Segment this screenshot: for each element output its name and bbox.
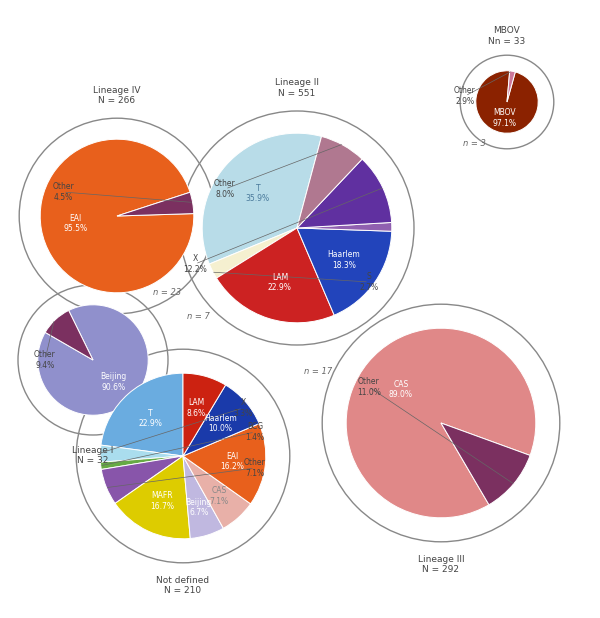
Wedge shape [100, 445, 183, 462]
Wedge shape [101, 456, 183, 504]
Text: X
3.3%: X 3.3% [233, 398, 253, 418]
Text: CAS
89.0%: CAS 89.0% [389, 380, 413, 399]
Wedge shape [100, 456, 183, 470]
Text: Other
9.4%: Other 9.4% [34, 350, 56, 370]
Wedge shape [346, 328, 536, 518]
Text: MAFR
16.7%: MAFR 16.7% [150, 491, 174, 510]
Wedge shape [202, 133, 322, 264]
Text: n = 23: n = 23 [152, 289, 181, 297]
Wedge shape [183, 373, 226, 456]
Wedge shape [101, 373, 183, 456]
Text: n = 7: n = 7 [187, 311, 209, 321]
Wedge shape [183, 456, 251, 528]
Wedge shape [217, 228, 334, 323]
Text: Beijing
6.7%: Beijing 6.7% [186, 497, 212, 517]
Text: Other
7.1%: Other 7.1% [244, 459, 266, 478]
Text: CAS
7.1%: CAS 7.1% [209, 486, 229, 506]
Wedge shape [297, 137, 362, 228]
Text: EAI
16.2%: EAI 16.2% [220, 452, 244, 471]
Text: Lineage II
N = 551: Lineage II N = 551 [275, 78, 319, 98]
Text: Lineage III
N = 292: Lineage III N = 292 [418, 555, 464, 574]
Wedge shape [507, 71, 515, 102]
Text: T
35.9%: T 35.9% [246, 184, 270, 203]
Text: EAI
95.5%: EAI 95.5% [64, 214, 88, 233]
Wedge shape [209, 228, 297, 278]
Text: Other
8.0%: Other 8.0% [214, 179, 236, 199]
Wedge shape [38, 305, 148, 415]
Text: Lineage I
N = 32: Lineage I N = 32 [73, 446, 113, 465]
Wedge shape [183, 423, 266, 504]
Text: Haarlem
10.0%: Haarlem 10.0% [204, 413, 237, 433]
Text: n = 17: n = 17 [304, 368, 332, 376]
Text: Other
11.0%: Other 11.0% [357, 378, 381, 397]
Wedge shape [297, 228, 392, 315]
Text: S
2.7%: S 2.7% [359, 273, 379, 292]
Wedge shape [183, 456, 223, 538]
Wedge shape [183, 385, 259, 456]
Wedge shape [476, 71, 538, 133]
Wedge shape [115, 456, 190, 539]
Text: Beijing
90.6%: Beijing 90.6% [101, 373, 127, 392]
Wedge shape [441, 423, 530, 505]
Text: Haarlem
18.3%: Haarlem 18.3% [328, 250, 360, 270]
Wedge shape [297, 159, 392, 228]
Wedge shape [297, 222, 392, 231]
Wedge shape [45, 310, 93, 360]
Wedge shape [40, 139, 194, 293]
Text: BCG
1.4%: BCG 1.4% [245, 422, 265, 442]
Text: Other
2.9%: Other 2.9% [454, 87, 476, 106]
Text: Lineage IV
N = 266: Lineage IV N = 266 [93, 86, 141, 105]
Text: Not defined
N = 210: Not defined N = 210 [157, 576, 209, 595]
Text: LAM
22.9%: LAM 22.9% [268, 273, 292, 292]
Text: MBOV
Nn = 33: MBOV Nn = 33 [488, 26, 526, 46]
Text: n = 3: n = 3 [463, 140, 485, 148]
Text: LAM
8.6%: LAM 8.6% [187, 399, 206, 418]
Text: T
22.9%: T 22.9% [139, 409, 162, 428]
Wedge shape [117, 192, 194, 216]
Text: MBOV
97.1%: MBOV 97.1% [492, 108, 516, 128]
Text: Other
4.5%: Other 4.5% [52, 182, 74, 201]
Text: X
12.2%: X 12.2% [183, 254, 207, 274]
